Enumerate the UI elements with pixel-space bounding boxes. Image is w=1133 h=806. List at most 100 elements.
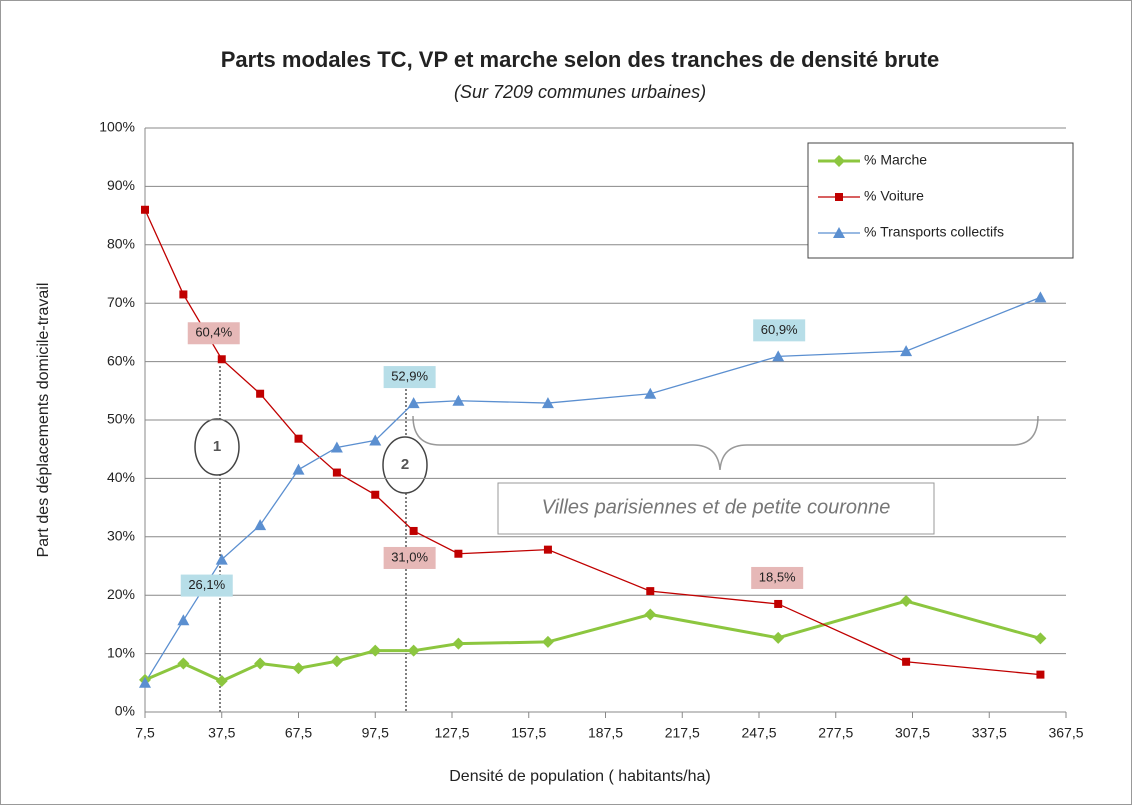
point (330, 655, 343, 668)
callout-ellipse (194, 418, 240, 476)
data-label: 26,1% (188, 577, 225, 592)
data-label-bg (383, 546, 436, 569)
y-tick-label: 40% (107, 469, 135, 485)
legend-label: % Marche (864, 152, 927, 168)
annotation: Villes parisiennes et de petite couronne (542, 496, 891, 518)
point (177, 614, 190, 626)
point (452, 637, 465, 650)
x-tick-label: 277,5 (818, 725, 853, 741)
data-label: 60,4% (195, 325, 232, 340)
callout-ellipse (382, 436, 428, 494)
point (215, 553, 228, 565)
data-label-bg (180, 574, 233, 597)
x-tick-label: 67,5 (285, 725, 312, 741)
y-tick-label: 50% (107, 411, 135, 427)
x-tick-label: 127,5 (434, 725, 469, 741)
series-line (144, 296, 1041, 684)
chart-subtitle: (Sur 7209 communes urbaines) (454, 82, 706, 102)
point (772, 350, 785, 362)
point (407, 644, 420, 657)
point (1034, 632, 1047, 645)
x-tick-label: 337,5 (972, 725, 1007, 741)
point (294, 434, 303, 443)
point (644, 608, 657, 621)
data-label-bg (383, 366, 436, 389)
x-tick-label: 97,5 (362, 725, 389, 741)
legend-marker (833, 155, 845, 167)
point (900, 345, 913, 357)
y-tick-label: 90% (107, 177, 135, 193)
data-label: 52,9% (391, 369, 428, 384)
y-tick-label: 60% (107, 352, 135, 368)
y-tick-label: 80% (107, 236, 135, 252)
point (292, 662, 305, 675)
point (543, 545, 552, 554)
point (1034, 291, 1047, 303)
point (292, 463, 305, 475)
y-tick-label: 10% (107, 644, 135, 660)
x-axis-label: Densité de population ( habitants/ha) (449, 768, 711, 785)
point (141, 205, 149, 214)
data-label-bg (751, 566, 804, 589)
legend-label: % Transports collectifs (864, 224, 1004, 240)
point (139, 676, 151, 688)
x-tick-label: 7,5 (135, 725, 155, 741)
brace (412, 415, 1039, 471)
point (902, 657, 911, 666)
x-tick-label: 217,5 (665, 725, 700, 741)
x-tick-label: 247,5 (741, 725, 776, 741)
point (254, 657, 267, 670)
x-tick-label: 367,5 (1048, 725, 1083, 741)
point (407, 397, 420, 409)
point (644, 387, 657, 399)
data-label-bg (187, 322, 240, 345)
y-axis-label: Part des déplacements domicile-travail (35, 283, 52, 558)
point (409, 526, 418, 535)
point (369, 434, 382, 446)
annotation: 1 (213, 438, 221, 455)
point (772, 631, 785, 644)
point (646, 587, 655, 596)
point (179, 290, 188, 299)
point (369, 644, 382, 657)
point (371, 490, 380, 499)
point (332, 468, 341, 477)
point (1036, 670, 1045, 679)
y-tick-label: 20% (107, 586, 135, 602)
point (541, 397, 554, 409)
data-label: 31,0% (391, 549, 428, 564)
annotation: 2 (401, 456, 409, 473)
x-tick-label: 307,5 (895, 725, 930, 741)
x-tick-label: 157,5 (511, 725, 546, 741)
point (256, 389, 265, 398)
legend-label: % Voiture (864, 188, 924, 204)
x-tick-label: 37,5 (208, 725, 235, 741)
point (215, 675, 228, 688)
legend-marker (833, 227, 845, 238)
point (254, 519, 267, 531)
y-tick-label: 0% (115, 703, 135, 719)
point (454, 549, 463, 558)
y-tick-label: 30% (107, 528, 135, 544)
y-tick-label: 70% (107, 294, 135, 310)
point (541, 635, 554, 648)
chart-title: Parts modales TC, VP et marche selon des… (221, 47, 940, 72)
point (774, 599, 783, 608)
data-label: 18,5% (759, 569, 796, 584)
series-line (144, 209, 1041, 676)
point (217, 355, 226, 364)
point (452, 394, 465, 406)
y-tick-label: 100% (99, 119, 135, 135)
data-label: 60,9% (761, 322, 798, 337)
point (900, 595, 913, 608)
point (330, 441, 343, 453)
data-label-bg (753, 319, 806, 342)
point (177, 657, 190, 670)
series-line (144, 599, 1041, 683)
annotation-box (497, 482, 935, 535)
legend-marker (835, 193, 843, 201)
x-tick-label: 187,5 (588, 725, 623, 741)
